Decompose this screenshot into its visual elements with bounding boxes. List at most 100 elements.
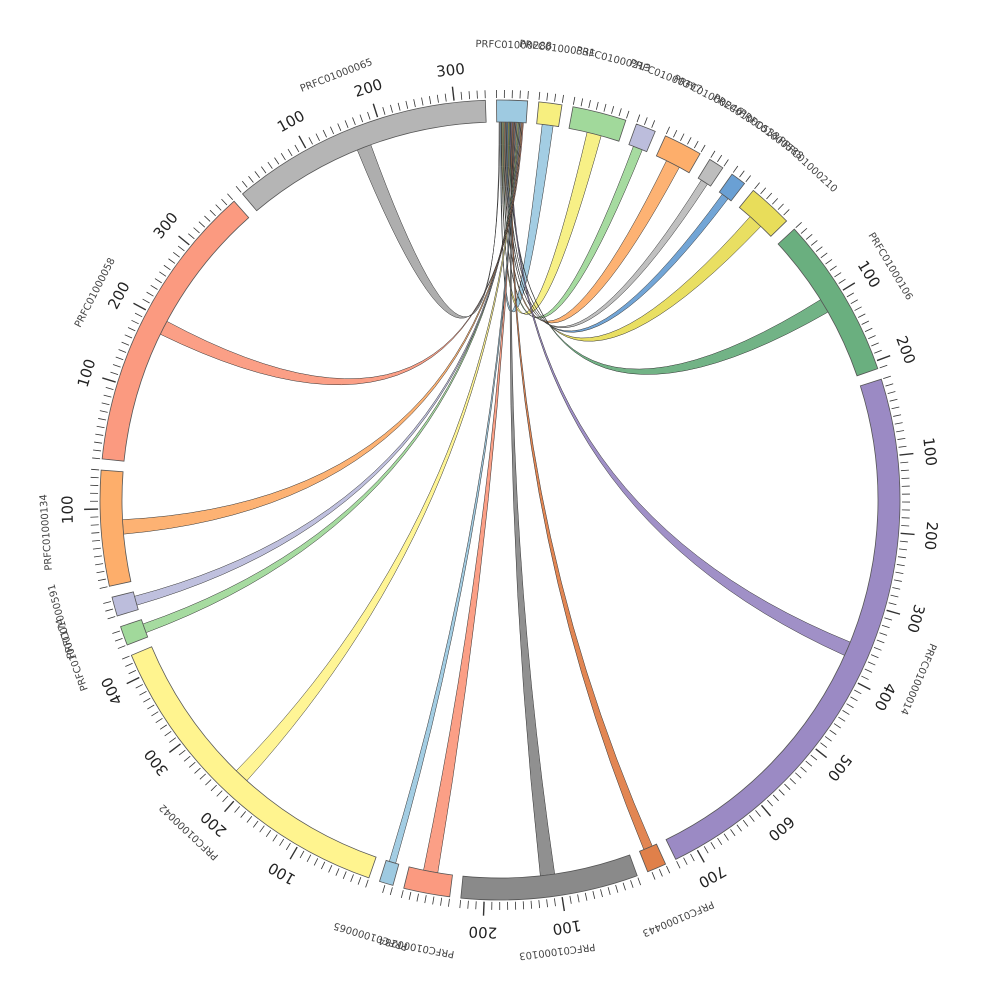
major-tick bbox=[168, 743, 181, 754]
link-prfc01000288-to-prfc01000591 bbox=[134, 122, 522, 606]
minor-tick bbox=[861, 320, 870, 325]
major-tick bbox=[899, 452, 914, 456]
minor-tick bbox=[96, 570, 105, 574]
minor-tick bbox=[676, 860, 681, 869]
minor-tick bbox=[745, 175, 751, 183]
segment-prfc01000103[interactable] bbox=[460, 854, 638, 901]
minor-tick bbox=[227, 193, 234, 200]
minor-tick bbox=[265, 829, 272, 838]
minor-tick bbox=[448, 898, 450, 907]
minor-tick bbox=[569, 895, 572, 904]
minor-tick bbox=[222, 795, 229, 803]
minor-tick bbox=[92, 547, 101, 550]
minor-tick bbox=[891, 406, 900, 410]
minor-tick bbox=[97, 578, 106, 582]
tick-label: 100 bbox=[265, 858, 299, 888]
minor-tick bbox=[143, 697, 151, 703]
segment-prfc01000284[interactable] bbox=[403, 866, 453, 898]
minor-tick bbox=[382, 107, 386, 115]
minor-tick bbox=[274, 157, 280, 165]
segment-prfc01000288[interactable] bbox=[496, 99, 529, 124]
minor-tick bbox=[800, 766, 807, 773]
segment-prfc01000397[interactable] bbox=[628, 123, 656, 153]
segment-prfc01000210[interactable] bbox=[738, 189, 788, 237]
minor-tick bbox=[600, 889, 603, 898]
minor-tick bbox=[436, 94, 439, 103]
minor-tick bbox=[193, 227, 200, 234]
minor-tick bbox=[95, 433, 104, 436]
segment-prfc01000014[interactable] bbox=[665, 378, 901, 860]
minor-tick bbox=[805, 233, 813, 240]
segment-prfc01000065[interactable] bbox=[378, 859, 400, 886]
minor-tick bbox=[151, 711, 159, 717]
minor-tick bbox=[611, 105, 615, 114]
segment-prfc01000174[interactable] bbox=[120, 619, 149, 646]
minor-tick bbox=[241, 180, 248, 188]
segment-prfc01000331[interactable] bbox=[536, 101, 563, 128]
minor-tick bbox=[584, 892, 588, 901]
segment-prfc01000065b[interactable] bbox=[241, 99, 487, 212]
minor-tick bbox=[730, 829, 736, 837]
segment-prfc01000134[interactable] bbox=[99, 469, 132, 587]
segment-label-prfc01000591: PRFC01000591 bbox=[46, 583, 77, 660]
minor-tick bbox=[322, 129, 327, 138]
minor-tick bbox=[742, 819, 749, 827]
minor-tick bbox=[810, 240, 818, 246]
minor-tick bbox=[467, 900, 469, 909]
minor-tick bbox=[864, 668, 873, 673]
minor-tick bbox=[772, 794, 779, 802]
minor-tick bbox=[899, 540, 908, 543]
minor-tick bbox=[538, 900, 541, 909]
minor-tick bbox=[416, 893, 419, 902]
minor-tick bbox=[299, 850, 305, 859]
tick-label: 400 bbox=[98, 674, 127, 708]
segment-prfc01000246[interactable] bbox=[655, 135, 701, 174]
minor-tick bbox=[871, 342, 879, 347]
minor-tick bbox=[900, 469, 909, 472]
minor-tick bbox=[897, 556, 906, 559]
minor-tick bbox=[873, 647, 882, 651]
minor-tick bbox=[112, 364, 121, 368]
segment-prfc01000106[interactable] bbox=[777, 228, 879, 377]
major-tick bbox=[842, 282, 856, 291]
minor-tick bbox=[824, 736, 832, 742]
minor-tick bbox=[546, 92, 549, 101]
major-tick bbox=[561, 897, 566, 912]
segment-prfc01000588[interactable] bbox=[718, 173, 746, 202]
segment-prfc01000042[interactable] bbox=[130, 646, 377, 879]
minor-tick bbox=[879, 364, 888, 369]
minor-tick bbox=[413, 99, 416, 108]
segment-prfc01000443[interactable] bbox=[639, 843, 667, 873]
segment-label-prfc01000014: PRFC01000014 bbox=[898, 642, 938, 717]
minor-tick bbox=[121, 341, 130, 346]
minor-tick bbox=[308, 137, 313, 145]
tick-label: 300 bbox=[140, 746, 172, 780]
minor-tick bbox=[693, 140, 699, 149]
segment-prfc01000213[interactable] bbox=[568, 106, 627, 142]
minor-tick bbox=[658, 868, 663, 877]
minor-tick bbox=[365, 879, 369, 888]
segment-prfc01000538[interactable] bbox=[697, 158, 724, 187]
minor-tick bbox=[147, 704, 155, 710]
minor-tick bbox=[124, 334, 133, 339]
minor-tick bbox=[795, 222, 802, 229]
minor-tick bbox=[440, 897, 443, 906]
minor-tick bbox=[344, 120, 349, 128]
segment-prfc01000591[interactable] bbox=[111, 591, 139, 617]
minor-tick bbox=[700, 144, 706, 153]
major-tick bbox=[289, 846, 298, 860]
minor-tick bbox=[864, 327, 873, 332]
minor-tick bbox=[117, 645, 126, 649]
minor-tick bbox=[389, 887, 393, 896]
minor-tick bbox=[367, 111, 371, 120]
segment-prfc01000058[interactable] bbox=[101, 200, 250, 462]
minor-tick bbox=[710, 842, 716, 850]
minor-tick bbox=[889, 398, 898, 402]
minor-tick bbox=[234, 806, 241, 813]
minor-tick bbox=[254, 171, 260, 179]
minor-tick bbox=[99, 586, 108, 589]
minor-tick bbox=[838, 716, 846, 722]
minor-tick bbox=[444, 93, 447, 102]
minor-tick bbox=[159, 271, 167, 277]
minor-tick bbox=[135, 684, 143, 689]
